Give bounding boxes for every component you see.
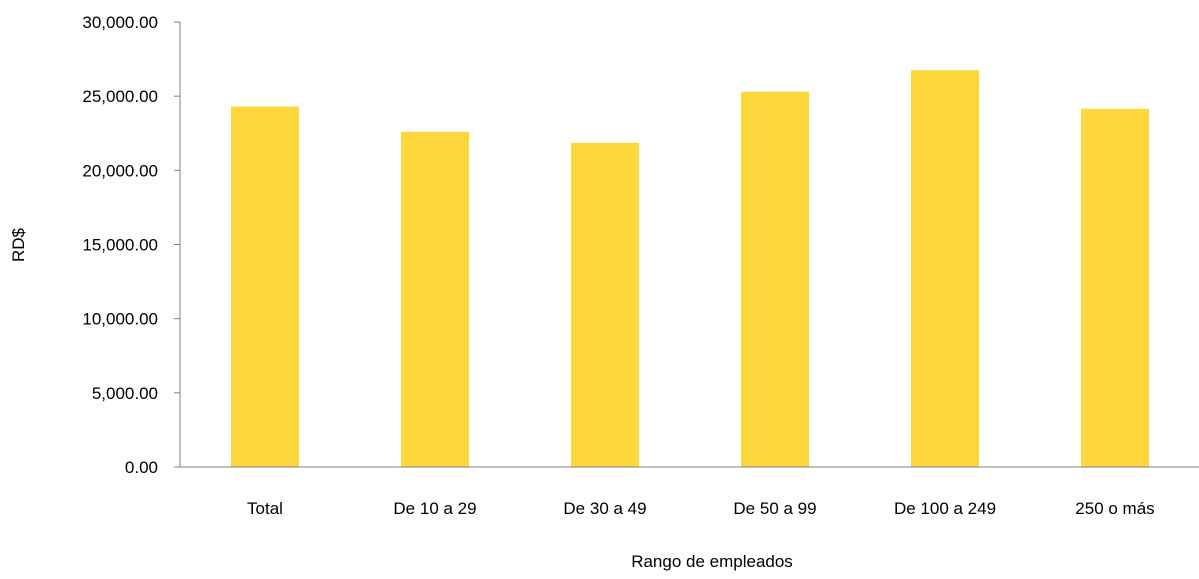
y-tick-label: 15,000.00 [82, 236, 158, 255]
x-tick-label: De 10 a 29 [393, 499, 476, 518]
x-tick-label: Total [247, 499, 283, 518]
y-tick-label: 5,000.00 [92, 384, 158, 403]
y-tick-label: 30,000.00 [82, 13, 158, 32]
y-tick-label: 20,000.00 [82, 161, 158, 180]
bar [741, 92, 809, 467]
y-tick-label: 25,000.00 [82, 87, 158, 106]
x-tick-label: De 100 a 249 [894, 499, 996, 518]
bar [571, 143, 639, 467]
bars [231, 70, 1149, 467]
y-axis-tick-labels: 0.00 5,000.00 10,000.00 15,000.00 20,000.00 2… [82, 13, 158, 477]
bar [401, 132, 469, 467]
x-tick-label: De 50 a 99 [733, 499, 816, 518]
x-axis-tick-labels: Total De 10 a 29 De 30 a 49 De 50 a 99 De 10… [247, 499, 1155, 518]
x-tick-label: De 30 a 49 [563, 499, 646, 518]
y-tick-label: 0.00 [125, 458, 158, 477]
bar [911, 70, 979, 467]
y-axis-ticks [174, 22, 180, 467]
bar [1081, 109, 1149, 467]
bar [231, 107, 299, 467]
y-axis-title: RD$ [9, 227, 28, 262]
x-tick-label: 250 o más [1075, 499, 1154, 518]
x-axis-title: Rango de empleados [631, 552, 793, 571]
y-tick-label: 10,000.00 [82, 310, 158, 329]
